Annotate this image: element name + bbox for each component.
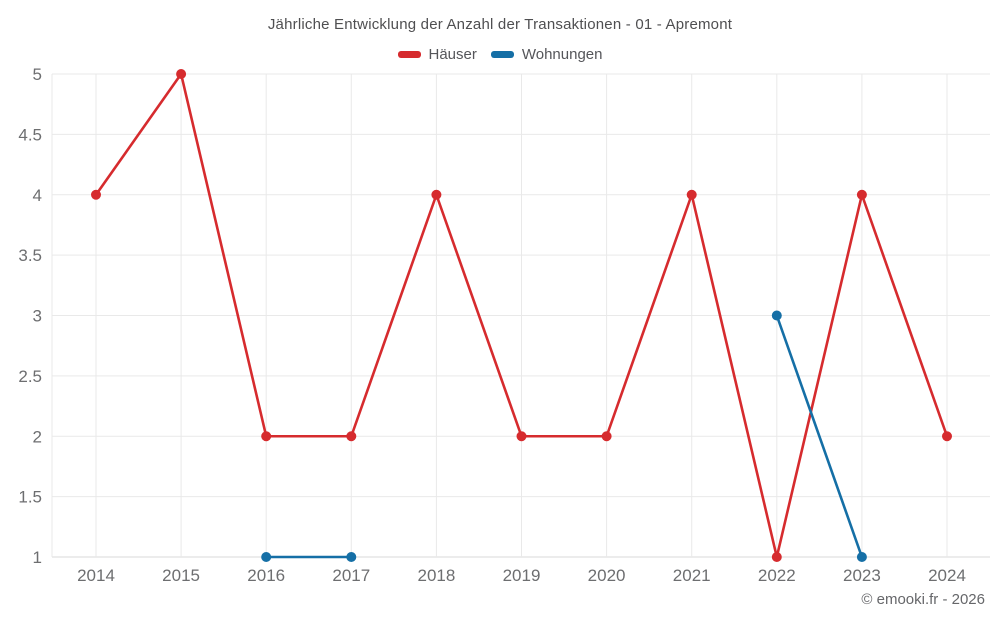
y-axis-label: 2: [33, 427, 42, 446]
data-point-wohnungen[interactable]: [771, 310, 782, 321]
data-point-haeuser[interactable]: [771, 552, 782, 562]
data-point-haeuser[interactable]: [856, 189, 867, 200]
y-axis-label: 3.5: [18, 246, 42, 265]
chart-legend: Häuser Wohnungen: [0, 46, 1000, 63]
data-point-haeuser[interactable]: [516, 431, 527, 442]
data-point-haeuser[interactable]: [686, 189, 697, 200]
data-point-haeuser[interactable]: [942, 431, 952, 442]
legend-item-haeuser[interactable]: Häuser: [397, 46, 477, 63]
data-point-haeuser[interactable]: [601, 431, 612, 442]
x-axis-label: 2022: [758, 566, 796, 585]
y-axis-label: 4: [33, 186, 42, 205]
legend-marker-haeuser: [397, 51, 421, 58]
data-point-wohnungen[interactable]: [261, 552, 272, 562]
legend-label-haeuser: Häuser: [428, 46, 477, 63]
x-axis-label: 2019: [503, 566, 541, 585]
x-axis-label: 2023: [843, 566, 881, 585]
x-axis-label: 2020: [588, 566, 626, 585]
y-axis-label: 1.5: [18, 488, 42, 507]
y-axis-label: 5: [33, 65, 42, 84]
data-point-haeuser[interactable]: [346, 431, 357, 442]
x-axis-label: 2015: [162, 566, 200, 585]
y-axis-label: 1: [33, 548, 42, 567]
data-point-haeuser[interactable]: [261, 431, 272, 442]
legend-item-wohnungen[interactable]: Wohnungen: [490, 46, 603, 63]
y-axis-label: 2.5: [18, 367, 42, 386]
x-axis-label: 2018: [417, 566, 455, 585]
chart-title: Jährliche Entwicklung der Anzahl der Tra…: [267, 16, 733, 33]
y-axis-label: 3: [33, 307, 42, 326]
credit-text: © emooki.fr - 2026: [861, 591, 985, 608]
legend-marker-wohnungen: [490, 51, 514, 58]
data-point-wohnungen[interactable]: [346, 552, 357, 562]
data-point-haeuser[interactable]: [431, 189, 442, 200]
x-axis-label: 2017: [332, 566, 370, 585]
x-axis-label: 2016: [247, 566, 285, 585]
data-point-haeuser[interactable]: [91, 189, 101, 200]
x-axis-label: 2021: [673, 566, 711, 585]
data-point-haeuser[interactable]: [176, 69, 187, 79]
x-axis-label: 2024: [928, 566, 966, 585]
y-axis-label: 4.5: [18, 125, 42, 144]
series-wohnungen-line: [775, 314, 864, 559]
legend-label-wohnungen: Wohnungen: [521, 46, 603, 63]
data-point-wohnungen[interactable]: [856, 552, 867, 562]
x-axis-label: 2014: [77, 566, 115, 585]
